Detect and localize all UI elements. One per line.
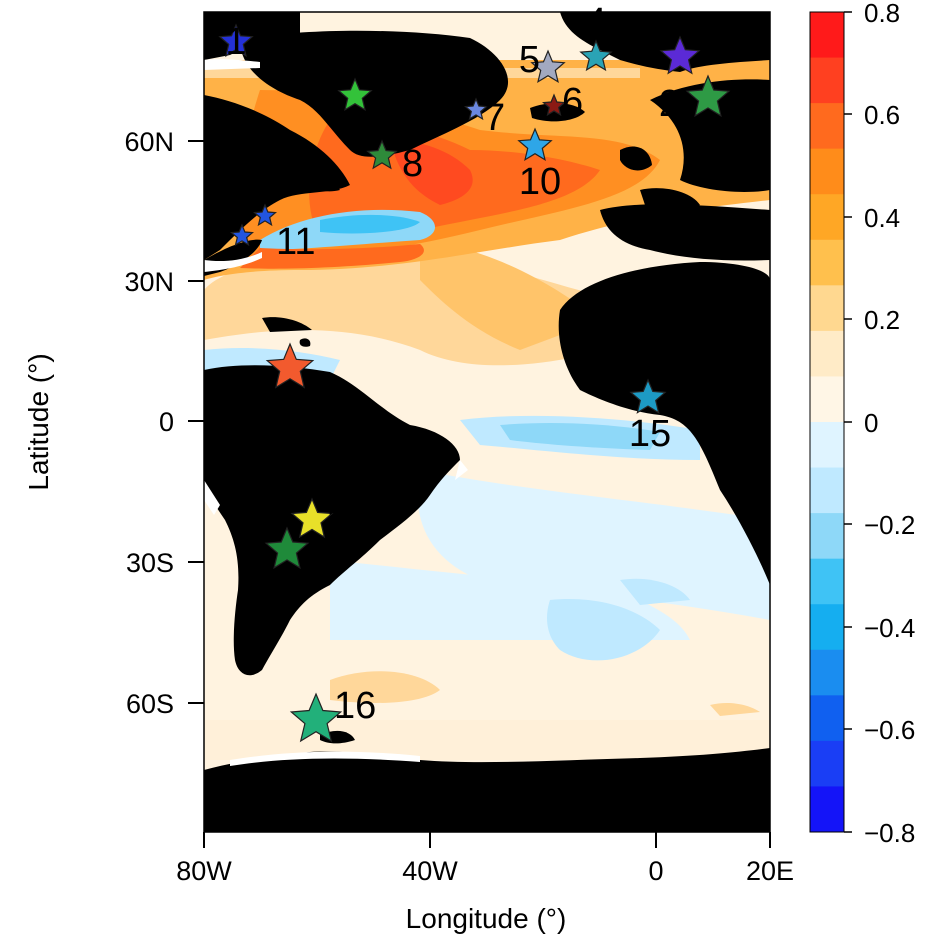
star-icon: [541, 93, 567, 117]
colorbar-segment: [810, 604, 844, 651]
site-label: 10: [519, 161, 561, 203]
colorbar-segment: [810, 786, 844, 833]
site-marker: 11: [252, 203, 315, 263]
site-label: 14: [326, 501, 368, 543]
x-axis-title: Longitude (°): [406, 903, 567, 934]
site-label: 1: [225, 21, 246, 63]
y-axis-title: Latitude (°): [23, 353, 54, 490]
site-marker: 12: [265, 342, 332, 429]
star-icon: [290, 497, 334, 539]
colorbar-segment: [810, 194, 844, 241]
site-label: 2: [659, 83, 680, 125]
y-tick-label: 60N: [124, 127, 174, 157]
star-icon: [289, 692, 343, 743]
ice-margins: [204, 59, 468, 766]
colorbar-segment: [810, 285, 844, 332]
site-label: 9: [317, 75, 338, 117]
star-icon: [337, 77, 373, 112]
colorbar-segment: [810, 57, 844, 104]
y-tick-label: 30N: [124, 267, 174, 297]
star-icon: [629, 378, 667, 414]
site-marker: [229, 223, 255, 247]
colorbar-label: −0.8: [864, 818, 915, 848]
site-marker: 13: [264, 526, 310, 607]
site-label: 4: [585, 1, 606, 43]
x-tick-label: 0: [648, 856, 663, 886]
star-icon: [685, 74, 731, 118]
site-marker: 10: [517, 127, 561, 203]
colorbar-label: 0: [864, 408, 878, 438]
colorbar-label: 0.6: [864, 100, 900, 130]
site-marker: 7: [463, 97, 505, 139]
site-marker: 1: [218, 21, 254, 63]
star-icon: [463, 97, 489, 121]
x-tick-label: 20E: [746, 856, 794, 886]
colorbar-label: −0.6: [864, 715, 915, 745]
site-label: 7: [484, 97, 505, 139]
colorbar-label: 0.4: [864, 203, 900, 233]
colorbar-label: 0.8: [864, 0, 900, 28]
star-icon: [229, 223, 255, 247]
star-icon: [579, 39, 613, 72]
site-markers: 1 2 3 4 5 6 7 8 9 10 11 12 13 14 15 16: [218, 1, 731, 743]
site-marker: 8: [366, 139, 423, 185]
x-axis: [203, 832, 771, 848]
colorbar-segment: [810, 239, 844, 286]
colorbar-segment: [810, 740, 844, 787]
site-marker: 6: [541, 81, 583, 123]
star-icon: [366, 139, 398, 170]
site-marker: 14: [290, 497, 368, 543]
colorbar-segment: [810, 12, 844, 59]
colorbar-segment: [810, 103, 844, 150]
star-icon: [265, 342, 315, 389]
site-label: 16: [334, 685, 376, 727]
star-icon: [264, 526, 310, 570]
colorbar-segment: [810, 558, 844, 605]
site-label: 12: [290, 387, 332, 429]
colorbar-segment: [810, 422, 844, 469]
site-label: 15: [629, 413, 671, 455]
colorbar-segment: [810, 467, 844, 514]
site-marker: 3: [629, 19, 701, 75]
colorbar-segment: [810, 649, 844, 696]
site-label: 8: [402, 143, 423, 185]
land-masses: [204, 12, 770, 832]
colorbar-segment: [810, 330, 844, 377]
x-tick-label: 80W: [176, 856, 232, 886]
site-marker: 4: [579, 1, 613, 72]
site-marker: 15: [629, 378, 671, 455]
star-icon: [530, 49, 566, 84]
site-label: 3: [629, 19, 650, 61]
colorbar-segment: [810, 148, 844, 195]
colorbar-segment: [810, 376, 844, 423]
site-marker: 9: [317, 75, 373, 117]
site-marker: 16: [289, 685, 376, 743]
y-tick-label: 60S: [126, 689, 174, 719]
colorbar-label: −0.4: [864, 613, 915, 643]
site-marker: 5: [519, 39, 566, 84]
colorbar: [810, 12, 844, 833]
site-label: 5: [519, 39, 540, 81]
colorbar-ticks: [844, 11, 852, 833]
star-icon: [218, 23, 254, 58]
y-tick-label: 0: [159, 407, 174, 437]
y-tick-label: 30S: [126, 548, 174, 578]
star-icon: [517, 127, 553, 162]
colorbar-label: −0.2: [864, 510, 915, 540]
colorbar-label: 0.2: [864, 305, 900, 335]
y-axis: [188, 140, 204, 704]
ocean-field: [204, 12, 770, 832]
site-label: 13: [267, 565, 309, 607]
colorbar-segment: [810, 513, 844, 560]
site-marker: 2: [659, 74, 731, 125]
site-label: 11: [276, 221, 315, 263]
x-tick-label: 40W: [402, 856, 458, 886]
site-label: 6: [562, 81, 583, 123]
star-icon: [659, 35, 701, 75]
star-icon: [252, 203, 278, 227]
colorbar-segment: [810, 695, 844, 742]
